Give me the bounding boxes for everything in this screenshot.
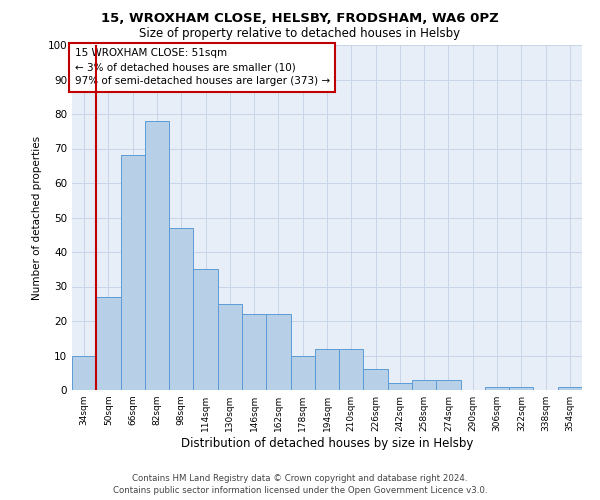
Bar xyxy=(388,383,412,390)
Bar xyxy=(266,314,290,390)
Bar xyxy=(145,121,169,390)
Bar xyxy=(193,269,218,390)
Y-axis label: Number of detached properties: Number of detached properties xyxy=(32,136,42,300)
Bar xyxy=(315,348,339,390)
Text: 15 WROXHAM CLOSE: 51sqm
← 3% of detached houses are smaller (10)
97% of semi-det: 15 WROXHAM CLOSE: 51sqm ← 3% of detached… xyxy=(74,48,329,86)
Bar xyxy=(169,228,193,390)
Text: 15, WROXHAM CLOSE, HELSBY, FRODSHAM, WA6 0PZ: 15, WROXHAM CLOSE, HELSBY, FRODSHAM, WA6… xyxy=(101,12,499,26)
X-axis label: Distribution of detached houses by size in Helsby: Distribution of detached houses by size … xyxy=(181,437,473,450)
Bar xyxy=(242,314,266,390)
Bar xyxy=(364,370,388,390)
Bar xyxy=(290,356,315,390)
Bar xyxy=(96,297,121,390)
Bar xyxy=(218,304,242,390)
Bar xyxy=(485,386,509,390)
Text: Size of property relative to detached houses in Helsby: Size of property relative to detached ho… xyxy=(139,28,461,40)
Text: Contains HM Land Registry data © Crown copyright and database right 2024.
Contai: Contains HM Land Registry data © Crown c… xyxy=(113,474,487,495)
Bar xyxy=(412,380,436,390)
Bar xyxy=(558,386,582,390)
Bar xyxy=(72,356,96,390)
Bar xyxy=(436,380,461,390)
Bar xyxy=(121,156,145,390)
Bar xyxy=(509,386,533,390)
Bar xyxy=(339,348,364,390)
